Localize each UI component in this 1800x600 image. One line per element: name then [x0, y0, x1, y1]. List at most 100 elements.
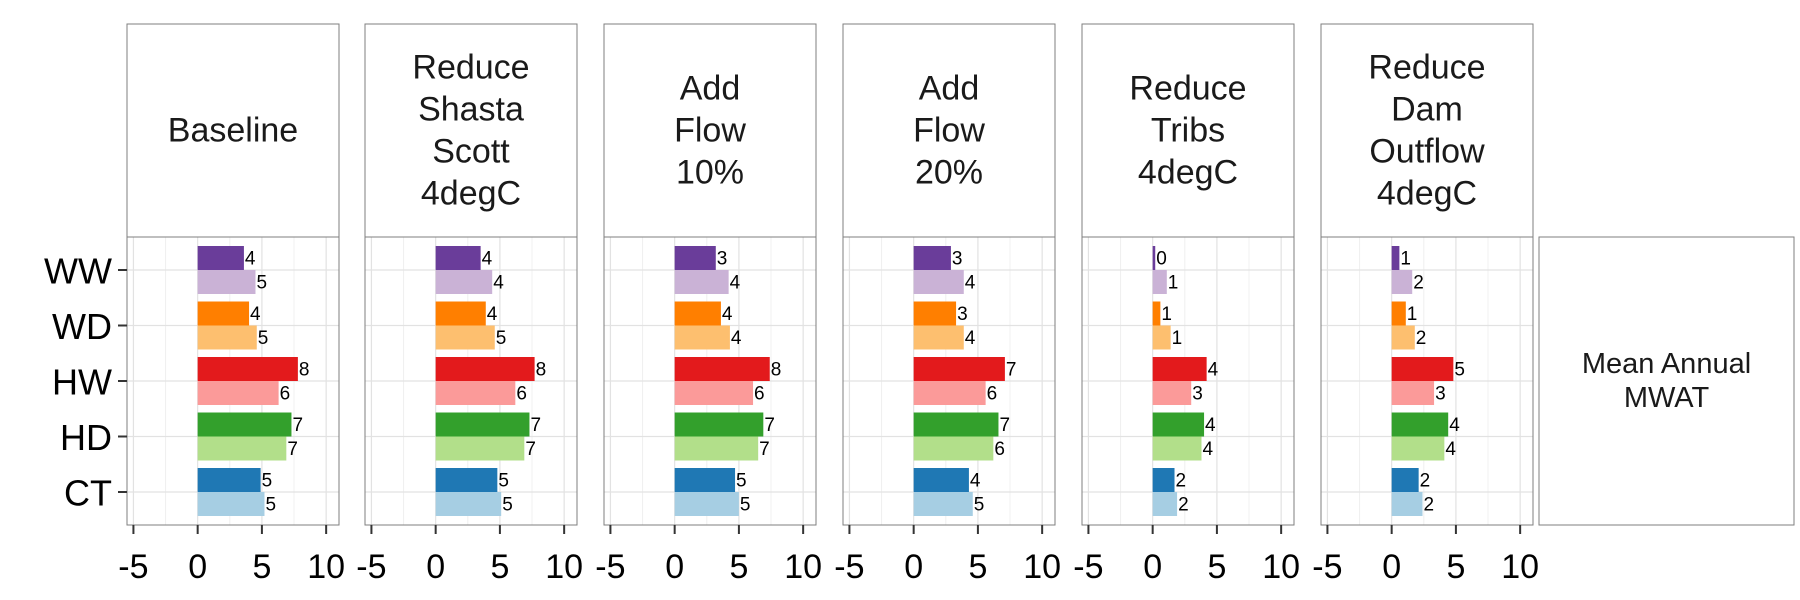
bar-hw-2	[197, 381, 279, 405]
data-label: 5	[736, 471, 747, 492]
bar-hw-1	[197, 357, 298, 381]
data-label: 7	[287, 439, 298, 460]
facet-title: Reduce	[412, 49, 529, 87]
bar-ww-2	[435, 270, 493, 294]
data-label: 6	[987, 384, 998, 405]
data-label: 4	[487, 304, 498, 325]
x-tick-label: 10	[545, 548, 583, 586]
data-label: 6	[994, 439, 1005, 460]
x-tick-label: -5	[1073, 548, 1103, 586]
x-tick-label: 0	[1143, 548, 1162, 586]
data-label: 3	[717, 249, 728, 270]
x-tick-label: 0	[1382, 548, 1401, 586]
data-label: 4	[1449, 415, 1460, 436]
data-label: 0	[1156, 249, 1167, 270]
row-strip-label: Mean Annual	[1582, 348, 1751, 380]
x-tick-label: 5	[252, 548, 271, 586]
bar-ct-2	[674, 492, 739, 516]
panel-border	[842, 236, 1056, 526]
facet-title: Reduce	[1368, 49, 1485, 87]
bar-hw-2	[435, 381, 516, 405]
bar-ww-2	[197, 270, 256, 294]
data-label: 4	[965, 273, 976, 294]
x-tick-label: 5	[1446, 548, 1465, 586]
bar-hd-2	[913, 436, 994, 461]
bar-ww-2	[674, 270, 729, 294]
facet-title: Baseline	[168, 112, 298, 150]
bar-ct-1	[913, 468, 969, 492]
panel-border	[603, 236, 817, 526]
x-tick-label: -5	[356, 548, 386, 586]
data-label: 3	[957, 304, 968, 325]
bar-hw-1	[1152, 357, 1207, 381]
data-label: 3	[1435, 384, 1446, 405]
bar-ct-2	[435, 492, 502, 516]
data-label: 8	[771, 360, 782, 381]
data-label: 5	[1454, 360, 1465, 381]
data-label: 7	[530, 415, 541, 436]
bar-wd-1	[674, 301, 721, 326]
data-label: 4	[482, 249, 493, 270]
bar-hw-2	[674, 381, 754, 405]
data-label: 1	[1407, 304, 1418, 325]
data-label: 4	[722, 304, 733, 325]
y-tick-label: WD	[52, 306, 112, 347]
x-tick-label: 0	[426, 548, 445, 586]
bar-hd-1	[435, 412, 530, 437]
data-label: 7	[759, 439, 770, 460]
bar-wd-2	[1391, 325, 1415, 350]
data-label: 5	[258, 328, 269, 349]
panel-border	[364, 236, 578, 526]
bar-ct-1	[1391, 468, 1419, 492]
facet-title: Flow	[674, 112, 746, 150]
x-tick-label: 10	[784, 548, 822, 586]
data-label: 8	[299, 360, 310, 381]
bar-wd-2	[1152, 325, 1171, 350]
x-tick-label: 10	[1262, 548, 1300, 586]
facet-title: Shasta	[418, 91, 524, 129]
data-label: 4	[245, 249, 256, 270]
bar-ww-1	[913, 246, 951, 270]
data-label: 5	[265, 495, 276, 516]
bar-wd-1	[913, 301, 957, 326]
bar-ct-2	[197, 492, 265, 516]
data-label: 7	[999, 415, 1010, 436]
facet-title: Reduce	[1129, 70, 1246, 108]
bar-ct-2	[1152, 492, 1178, 516]
bar-ww-1	[197, 246, 244, 270]
x-tick-label: -5	[834, 548, 864, 586]
bar-hd-2	[197, 436, 287, 461]
facet-title: Outflow	[1369, 133, 1485, 171]
data-label: 8	[536, 360, 547, 381]
x-tick-label: 5	[490, 548, 509, 586]
data-label: 4	[493, 273, 504, 294]
bar-wd-1	[1152, 301, 1161, 326]
x-tick-label: 10	[307, 548, 345, 586]
bar-ww-1	[435, 246, 481, 270]
bar-wd-2	[674, 325, 730, 350]
bar-hd-1	[913, 412, 999, 437]
bar-hw-2	[1391, 381, 1435, 405]
bar-ww-1	[1152, 246, 1156, 270]
data-label: 5	[974, 495, 985, 516]
bar-hd-1	[1391, 412, 1449, 437]
facet-title: 20%	[915, 154, 983, 192]
bar-ct-2	[1391, 492, 1423, 516]
bar-ct-1	[1152, 468, 1175, 492]
x-tick-label: 5	[729, 548, 748, 586]
bar-ww-1	[674, 246, 716, 270]
data-label: 7	[525, 439, 536, 460]
data-label: 4	[1208, 360, 1219, 381]
facet-title: Tribs	[1151, 112, 1225, 150]
data-label: 2	[1413, 273, 1424, 294]
x-tick-label: -5	[1312, 548, 1342, 586]
data-label: 2	[1178, 495, 1189, 516]
bar-hw-1	[435, 357, 535, 381]
data-label: 5	[498, 471, 509, 492]
data-label: 4	[1205, 415, 1216, 436]
bar-hd-2	[674, 436, 759, 461]
data-label: 2	[1176, 471, 1187, 492]
facet-strip	[126, 23, 340, 238]
x-tick-label: 0	[188, 548, 207, 586]
data-label: 7	[1006, 360, 1017, 381]
